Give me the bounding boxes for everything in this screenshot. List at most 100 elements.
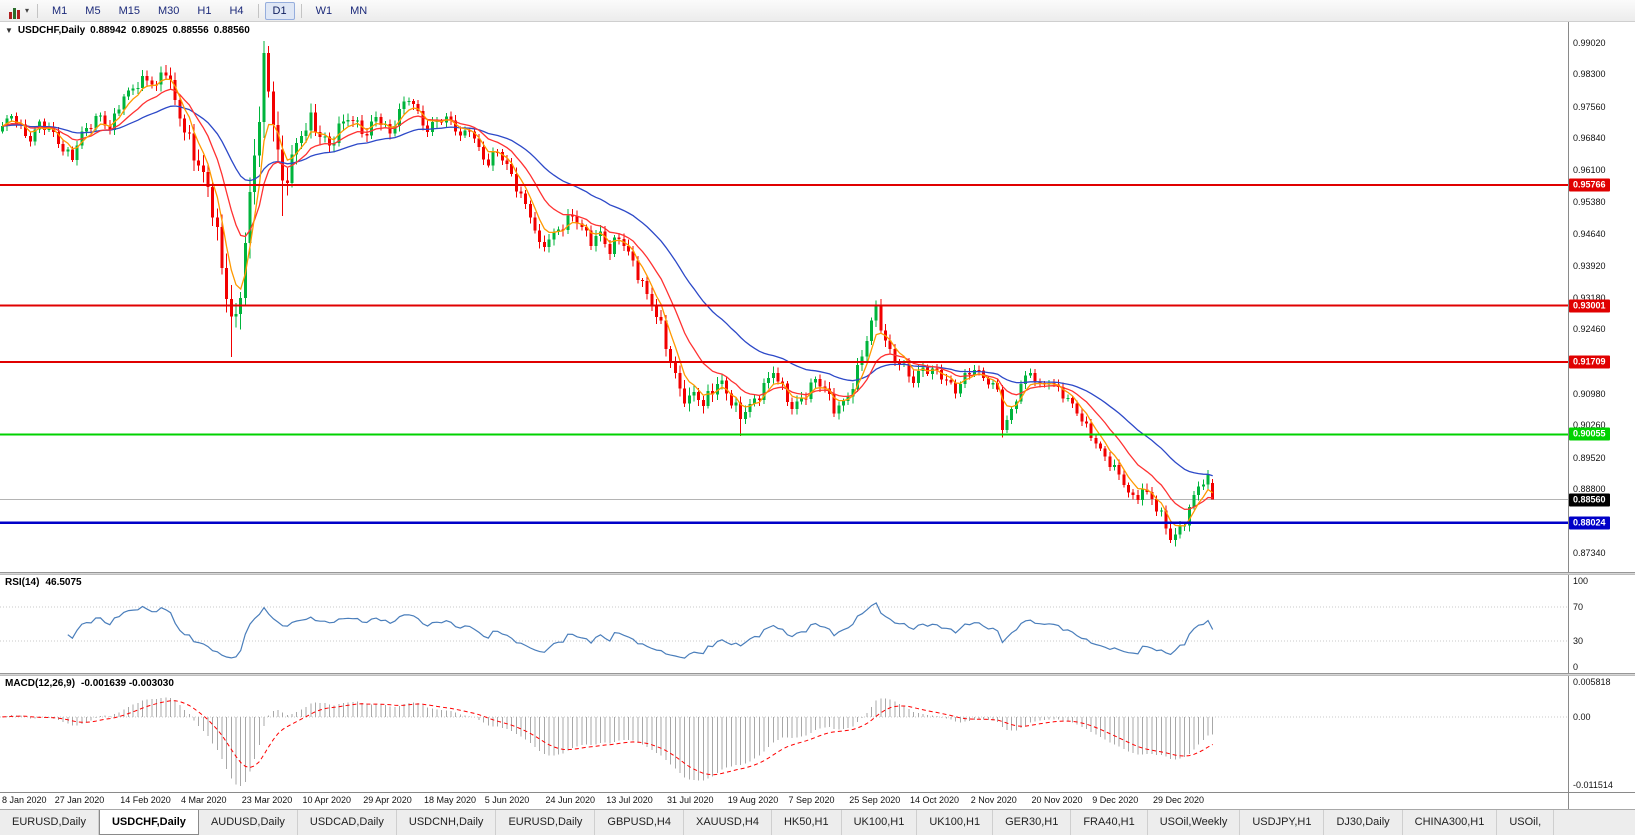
main-chart-plot[interactable]: ▼ USDCHF,Daily 0.88942 0.89025 0.88556 0…	[0, 22, 1568, 572]
axis-label: 70	[1573, 601, 1584, 612]
date-axis-label: 14 Feb 2020	[120, 795, 171, 805]
one-click-collapse-icon[interactable]: ▼	[5, 26, 13, 35]
chart-tab-ger30-h1[interactable]: GER30,H1	[993, 810, 1072, 835]
timeframe-button-h4[interactable]: H4	[229, 4, 244, 17]
macd-label: MACD(12,26,9) -0.001639 -0.003030	[5, 678, 174, 689]
main-chart-panel: ▼ USDCHF,Daily 0.88942 0.89025 0.88556 0…	[0, 22, 1635, 572]
rsi-label: RSI(14) 46.5075	[5, 577, 82, 588]
chart-tab-usdjpy-h1[interactable]: USDJPY,H1	[1240, 810, 1325, 835]
chart-tab-hk50-h1[interactable]: HK50,H1	[771, 810, 842, 835]
chart-tab-usdcnh-daily[interactable]: USDCNH,Daily	[396, 810, 497, 835]
date-axis-label: 14 Oct 2020	[909, 795, 959, 805]
toolbar-divider	[257, 3, 259, 18]
price-line-badge: 0.93001	[1569, 299, 1610, 313]
chart-tab-china300-h1[interactable]: CHINA300,H1	[1402, 810, 1498, 835]
rsi-plot[interactable]: RSI(14) 46.5075	[0, 575, 1568, 673]
chart-tab-eurusd-daily[interactable]: EURUSD,Daily	[0, 810, 99, 835]
date-axis-label: 4 Mar 2020	[180, 795, 227, 805]
chart-tab-uk100-h1[interactable]: UK100,H1	[917, 810, 994, 835]
date-axis-label: 29 Dec 2020	[1152, 795, 1204, 805]
axis-label: 0.90980	[1573, 388, 1606, 399]
macd-plot[interactable]: MACD(12,26,9) -0.001639 -0.003030	[0, 676, 1568, 792]
chart-tab-xauusd-h4[interactable]: XAUUSD,H4	[683, 810, 772, 835]
chart-title: ▼ USDCHF,Daily 0.88942 0.89025 0.88556 0…	[5, 25, 250, 36]
timeframe-button-m5[interactable]: M5	[85, 4, 101, 17]
date-axis-label: 8 Jan 2020	[2, 795, 47, 805]
date-axis-label: 25 Sep 2020	[849, 795, 901, 805]
axis-label: 0.96100	[1573, 165, 1606, 176]
top-toolbar: ▾ M1 M5 M15 M30 H1 H4 D1 W1 MN	[0, 0, 1635, 22]
date-axis-label: 10 Apr 2020	[302, 795, 351, 805]
axis-corner	[1568, 793, 1635, 809]
time-axis[interactable]: 8 Jan 2020 27 Jan 2020 14 Feb 2020 4 Mar 20…	[0, 793, 1568, 809]
chart-tab-uk100-h1[interactable]: UK100,H1	[841, 810, 918, 835]
axis-label: 0.97560	[1573, 101, 1606, 112]
axis-label: 0.99020	[1573, 38, 1606, 48]
rsi-panel: RSI(14) 46.5075 100 70 30 0	[0, 575, 1635, 673]
axis-label: 0.92460	[1573, 324, 1606, 335]
panel-separator[interactable]	[0, 572, 1635, 575]
axis-label: 0.93920	[1573, 260, 1606, 271]
axis-label: 0.98300	[1573, 69, 1606, 80]
date-axis-label: 13 Jul 2020	[606, 795, 653, 805]
rsi-value: 46.5075	[45, 577, 82, 588]
rsi-canvas	[0, 575, 1568, 673]
macd-canvas	[0, 676, 1568, 792]
timeframe-button-d1[interactable]: D1	[264, 1, 295, 20]
timeframe-button-w1[interactable]: W1	[315, 4, 333, 17]
date-axis-label: 24 Jun 2020	[545, 795, 595, 805]
chart-tab-usoil[interactable]: USOil,	[1497, 810, 1555, 835]
axis-label: 0.96840	[1573, 133, 1606, 144]
timeframe-button-h1[interactable]: H1	[197, 4, 212, 17]
chart-window: ▼ USDCHF,Daily 0.88942 0.89025 0.88556 0…	[0, 22, 1635, 809]
timeframe-button-m30[interactable]: M30	[157, 4, 180, 17]
chart-dropdown-caret-icon[interactable]: ▾	[25, 6, 30, 15]
chart-tab-bar: EURUSD,Daily USDCHF,Daily AUDUSD,Daily USDC…	[0, 809, 1635, 835]
macd-axis[interactable]: 0.005818 0.00 -0.011514	[1568, 676, 1635, 792]
date-axis-label: 27 Jan 2020	[54, 795, 105, 805]
ohlc-low: 0.88556	[172, 25, 209, 36]
axis-label: 0.94640	[1573, 229, 1606, 240]
main-price-axis[interactable]: 0.99020 0.98300 0.97560 0.96840 0.96100 0.953…	[1568, 22, 1635, 572]
macd-name: MACD(12,26,9)	[5, 678, 76, 689]
rsi-axis[interactable]: 100 70 30 0	[1568, 575, 1635, 673]
timeframe-button-m1[interactable]: M1	[52, 4, 68, 17]
ohlc-open: 0.88942	[90, 25, 127, 36]
axis-label: 0.005818	[1573, 677, 1611, 687]
date-axis-label: 20 Nov 2020	[1031, 795, 1083, 805]
date-axis-label: 31 Jul 2020	[666, 795, 714, 805]
macd-panel: MACD(12,26,9) -0.001639 -0.003030 0.0058…	[0, 676, 1635, 792]
timeframe-group: M1 M5 M15 M30 H1 H4 D1 W1 MN	[43, 1, 376, 20]
chart-tab-eurusd-daily[interactable]: EURUSD,Daily	[496, 810, 596, 835]
chart-tab-dj30-daily[interactable]: DJ30,Daily	[1324, 810, 1403, 835]
axis-label: 30	[1573, 636, 1584, 647]
ohlc-close: 0.88560	[213, 25, 250, 36]
timeframe-button-m15[interactable]: M15	[118, 4, 140, 17]
chart-tab-audusd-daily[interactable]: AUDUSD,Daily	[198, 810, 298, 835]
timeframe-button-mn[interactable]: MN	[350, 4, 368, 17]
date-axis-label: 18 May 2020	[423, 795, 476, 805]
axis-label: 0.90260	[1573, 420, 1606, 431]
price-line-badge: 0.95766	[1569, 178, 1610, 192]
axis-label: 0.88800	[1573, 484, 1606, 495]
chart-symbol-label: USDCHF,Daily	[17, 25, 86, 36]
axis-label: 100	[1573, 576, 1589, 586]
candlestick-canvas	[0, 22, 1568, 572]
chart-tab-usoil-weekly[interactable]: USOil,Weekly	[1147, 810, 1241, 835]
chart-type-icon[interactable]	[4, 3, 24, 19]
price-line-badge: 0.90055	[1569, 427, 1610, 441]
axis-label: -0.011514	[1573, 780, 1613, 790]
date-axis-label: 29 Apr 2020	[363, 795, 412, 805]
date-axis-label: 5 Jun 2020	[484, 795, 530, 805]
toolbar-divider	[37, 3, 39, 18]
axis-label: 0.93180	[1573, 292, 1606, 303]
macd-values: -0.001639 -0.003030	[81, 678, 174, 689]
panel-separator[interactable]	[0, 673, 1635, 676]
axis-label: 0.95380	[1573, 196, 1606, 207]
chart-tab-usdchf-daily[interactable]: USDCHF,Daily	[98, 810, 199, 835]
chart-tab-fra40-h1[interactable]: FRA40,H1	[1071, 810, 1148, 835]
time-axis-row: 8 Jan 2020 27 Jan 2020 14 Feb 2020 4 Mar 20…	[0, 792, 1635, 809]
chart-tab-gbpusd-h4[interactable]: GBPUSD,H4	[595, 810, 684, 835]
chart-tab-usdcad-daily[interactable]: USDCAD,Daily	[297, 810, 397, 835]
